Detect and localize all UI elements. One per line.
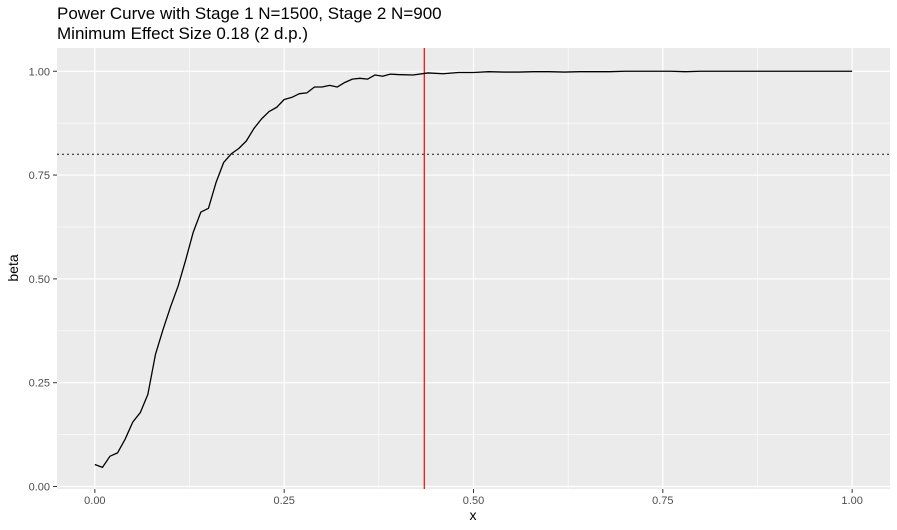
y-tick-label: 0.25 bbox=[29, 378, 50, 390]
x-tick-label: 1.00 bbox=[841, 495, 862, 507]
series-layer bbox=[94, 70, 853, 469]
x-axis-ticks: 0.00 0.25 0.50 0.75 1.00 bbox=[84, 489, 863, 507]
y-axis-title: beta bbox=[5, 254, 21, 281]
y-tick-label: 0.00 bbox=[29, 482, 50, 494]
power-curve-line bbox=[94, 70, 853, 469]
x-tick-label: 0.00 bbox=[84, 495, 105, 507]
y-tick-label: 0.75 bbox=[29, 170, 50, 182]
chart-subtitle: Minimum Effect Size 0.18 (2 d.p.) bbox=[57, 24, 309, 43]
chart-title: Power Curve with Stage 1 N=1500, Stage 2… bbox=[57, 4, 442, 23]
x-tick-label: 0.75 bbox=[652, 495, 673, 507]
x-tick-label: 0.50 bbox=[463, 495, 484, 507]
x-axis-title: x bbox=[470, 507, 477, 523]
reference-lines bbox=[57, 48, 890, 489]
x-tick-label: 0.25 bbox=[273, 495, 294, 507]
y-axis-ticks: 0.00 0.25 0.50 0.75 1.00 bbox=[29, 66, 57, 494]
y-tick-label: 0.50 bbox=[29, 274, 50, 286]
y-tick-label: 1.00 bbox=[29, 66, 50, 78]
